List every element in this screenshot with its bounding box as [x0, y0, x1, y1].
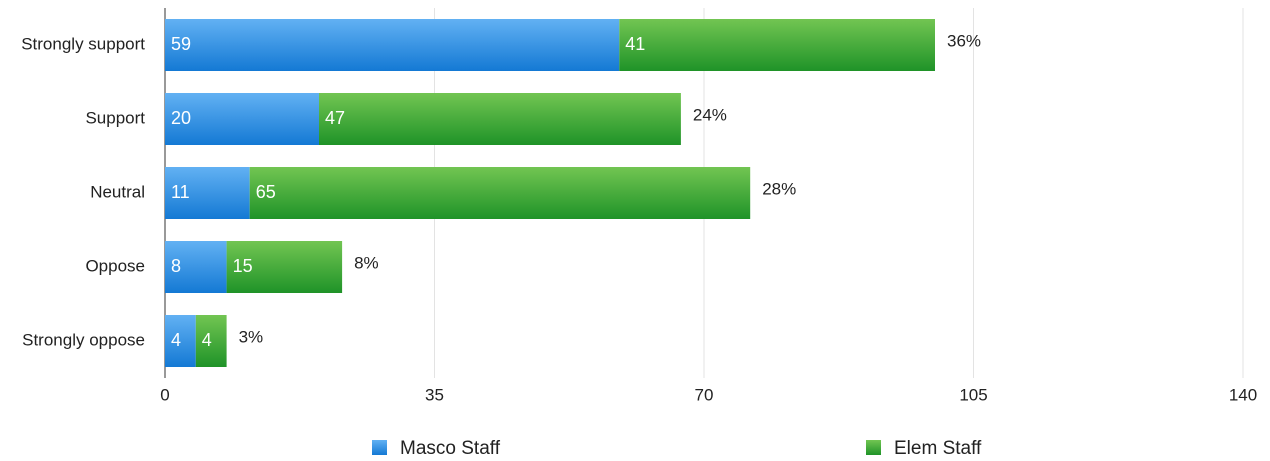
total-label: 3%: [239, 327, 264, 346]
value-label: 4: [171, 330, 181, 350]
value-label: 59: [171, 34, 191, 54]
bar-segment: [165, 241, 227, 293]
legend-label: Masco Staff: [400, 438, 501, 459]
legend-label: Elem Staff: [894, 438, 982, 459]
bar-segment: [165, 93, 319, 145]
total-label: 28%: [762, 179, 796, 198]
y-tick-label: Strongly support: [21, 34, 145, 53]
bar-segment: [619, 19, 935, 71]
value-label: 11: [171, 182, 190, 202]
y-tick-label: Neutral: [90, 182, 145, 201]
bar-segment: [195, 315, 227, 367]
x-tick-label: 70: [695, 385, 714, 404]
y-tick-label: Strongly oppose: [22, 330, 145, 349]
x-tick-label: 0: [160, 385, 169, 404]
value-label: 15: [233, 256, 253, 276]
x-tick-label: 140: [1229, 385, 1257, 404]
total-label: 8%: [354, 253, 379, 272]
value-label: 47: [325, 108, 345, 128]
total-label: 24%: [693, 105, 727, 124]
value-label: 20: [171, 108, 191, 128]
total-label: 36%: [947, 31, 981, 50]
bar-segment: [165, 19, 620, 71]
y-tick-label: Support: [85, 108, 145, 127]
legend-swatch: [866, 440, 881, 455]
bar-segment: [165, 315, 196, 367]
bar-segment: [165, 167, 250, 219]
bar-segment: [319, 93, 681, 145]
value-label: 41: [625, 34, 645, 54]
x-tick-label: 35: [425, 385, 444, 404]
value-label: 8: [171, 256, 181, 276]
value-label: 4: [202, 330, 212, 350]
bar-segment: [226, 241, 343, 293]
value-label: 65: [256, 182, 276, 202]
bar-segment: [249, 167, 751, 219]
y-tick-label: Oppose: [85, 256, 145, 275]
legend-swatch: [372, 440, 387, 455]
x-tick-label: 105: [959, 385, 987, 404]
